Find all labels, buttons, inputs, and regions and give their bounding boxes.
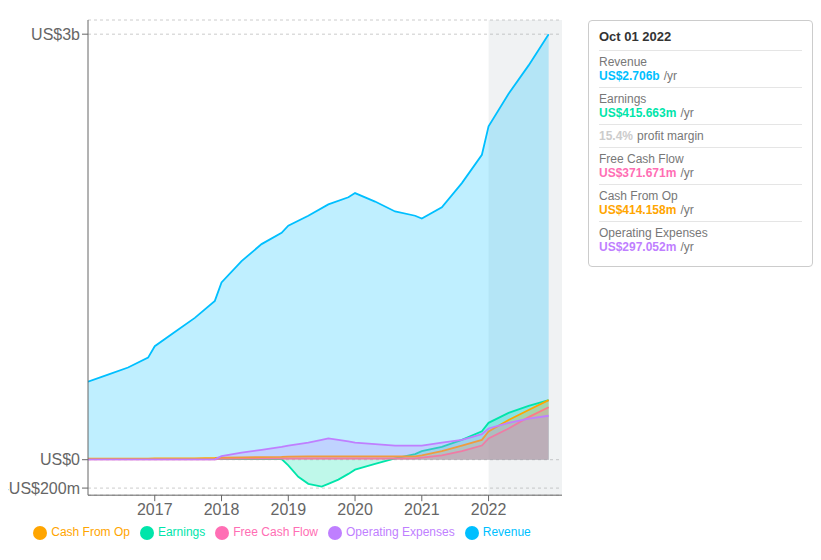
html-text:Free Cash Flow: Free Cash Flow — [233, 525, 318, 540]
html-text:Cash From Op: Cash From Op — [51, 525, 130, 540]
svg-text:2022: 2022 — [471, 501, 507, 518]
html-text:Operating Expenses: Operating Expenses — [346, 525, 455, 540]
html-text:Revenue: Revenue — [482, 525, 531, 540]
html-text:Earnings: Earnings — [599, 92, 647, 106]
svg-text:2021: 2021 — [404, 501, 440, 518]
html-text:Free Cash Flow: Free Cash Flow — [599, 152, 684, 166]
svg-text:2020: 2020 — [337, 501, 373, 518]
svg-text:US$0: US$0 — [40, 451, 80, 468]
svg-text:2017: 2017 — [137, 501, 173, 518]
svg-text:US$3b: US$3b — [31, 26, 80, 43]
html-text:Earnings: Earnings — [157, 525, 206, 540]
html-text:Oct 01 2022: Oct 01 2022 — [599, 29, 672, 44]
svg-text:2019: 2019 — [270, 501, 306, 518]
html-text:US$414.158m /yr: US$414.158m /yr — [599, 203, 694, 217]
svg-text:-US$200m: -US$200m — [8, 480, 80, 497]
html-text:Cash From Op: Cash From Op — [599, 189, 678, 203]
html-text:Operating Expenses: Operating Expenses — [599, 226, 708, 240]
html-text:US$371.671m /yr: US$371.671m /yr — [599, 166, 694, 180]
html-text:US$297.052m /yr: US$297.052m /yr — [599, 240, 694, 254]
svg-text:2018: 2018 — [204, 501, 240, 518]
html-text:15.4% profit margin: 15.4% profit margin — [599, 129, 704, 143]
html-text:Revenue: Revenue — [599, 55, 647, 69]
html-text:US$2.706b /yr: US$2.706b /yr — [599, 69, 677, 83]
html-text:US$415.663m /yr: US$415.663m /yr — [599, 106, 694, 120]
